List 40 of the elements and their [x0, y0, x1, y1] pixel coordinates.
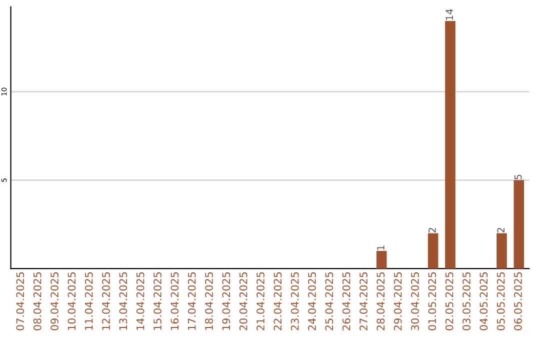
x-tick-label: 10.04.2025	[68, 272, 76, 330]
x-tick-label: 30.04.2025	[411, 272, 419, 330]
bar	[428, 233, 438, 269]
x-tick-label: 21.04.2025	[256, 272, 264, 330]
x-tick-label: 05.05.2025	[496, 272, 505, 330]
data-label: 14	[446, 9, 453, 20]
x-tick-label: 16.04.2025	[170, 272, 179, 330]
x-tick-label: 09.04.2025	[50, 272, 58, 330]
x-tick-label: 25.04.2025	[325, 272, 334, 330]
bar	[376, 250, 387, 269]
x-tick-label: 06.05.2025	[514, 272, 522, 330]
bar	[514, 180, 524, 269]
data-label: 2	[497, 228, 504, 233]
data-label: 2	[428, 228, 436, 233]
x-tick-label: 04.05.2025	[480, 272, 488, 330]
x-tick-label: 02.05.2025	[445, 272, 454, 330]
x-tick-label: 29.04.2025	[394, 272, 402, 330]
data-label: 1	[377, 246, 384, 250]
x-tick-label: 27.04.2025	[360, 272, 368, 330]
bar	[445, 20, 456, 269]
x-tick-label: 07.04.2025	[16, 272, 24, 330]
x-tick-label: 14.04.2025	[136, 272, 144, 330]
x-tick-label: 03.05.2025	[462, 272, 470, 330]
x-tick-label: 17.04.2025	[188, 272, 196, 330]
x-tick-label: 18.04.2025	[205, 272, 213, 330]
x-tick-label: 01.05.2025	[428, 272, 436, 330]
x-tick-label: 13.04.2025	[119, 272, 128, 330]
x-tick-label: 19.04.2025	[222, 272, 230, 330]
x-tick-label: 26.04.2025	[342, 272, 350, 330]
x-tick-label: 24.04.2025	[308, 272, 316, 330]
x-tick-label: 28.04.2025	[376, 272, 385, 330]
x-tick-label: 20.04.2025	[239, 272, 248, 330]
data-label: 5	[514, 174, 522, 180]
bar	[496, 233, 507, 269]
x-tick-label: 22.04.2025	[274, 272, 282, 330]
x-tick-label: 23.04.2025	[290, 272, 299, 330]
x-tick-label: 12.04.2025	[102, 272, 110, 330]
x-tick-label: 11.04.2025	[84, 272, 93, 330]
x-tick-label: 15.04.2025	[154, 272, 162, 330]
x-tick-label: 08.04.2025	[33, 272, 42, 330]
